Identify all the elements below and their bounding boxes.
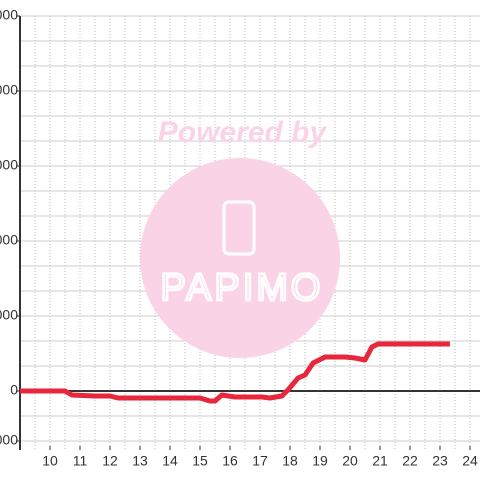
x-tick-label: 14 <box>162 453 178 469</box>
x-tick-label: 22 <box>402 453 418 469</box>
x-tick-label: 13 <box>132 453 148 469</box>
x-tick-label: 24 <box>462 453 478 469</box>
x-tick-label: 19 <box>312 453 328 469</box>
y-tick-label: 30,000 <box>0 307 18 323</box>
phone-icon <box>222 200 256 256</box>
x-tick-label: 10 <box>42 453 58 469</box>
x-tick-label: 21 <box>372 453 388 469</box>
x-tick-label: 15 <box>192 453 208 469</box>
watermark-circle <box>140 158 340 358</box>
y-tick-label: 150,000 <box>0 7 18 23</box>
watermark-line2: PAPIMO <box>161 267 324 309</box>
x-tick-label: 18 <box>282 453 298 469</box>
y-tick-label: 60,000 <box>0 232 18 248</box>
x-tick-label: 11 <box>73 453 88 469</box>
x-tick-label: 16 <box>222 453 238 469</box>
x-tick-label: 17 <box>252 453 268 469</box>
series-line <box>20 341 450 404</box>
watermark: Powered by PAPIMO <box>140 116 340 358</box>
y-tick-label: 0 <box>10 382 18 398</box>
x-tick-label: 20 <box>342 453 358 469</box>
x-tick-label: 12 <box>102 453 118 469</box>
y-tick-label: 90,000 <box>0 157 18 173</box>
y-tick-label: -20,000 <box>0 432 18 448</box>
x-tick-label: 23 <box>432 453 448 469</box>
watermark-line1: Powered by <box>158 116 328 149</box>
y-tick-label: 120,000 <box>0 82 18 98</box>
plot <box>20 341 450 404</box>
